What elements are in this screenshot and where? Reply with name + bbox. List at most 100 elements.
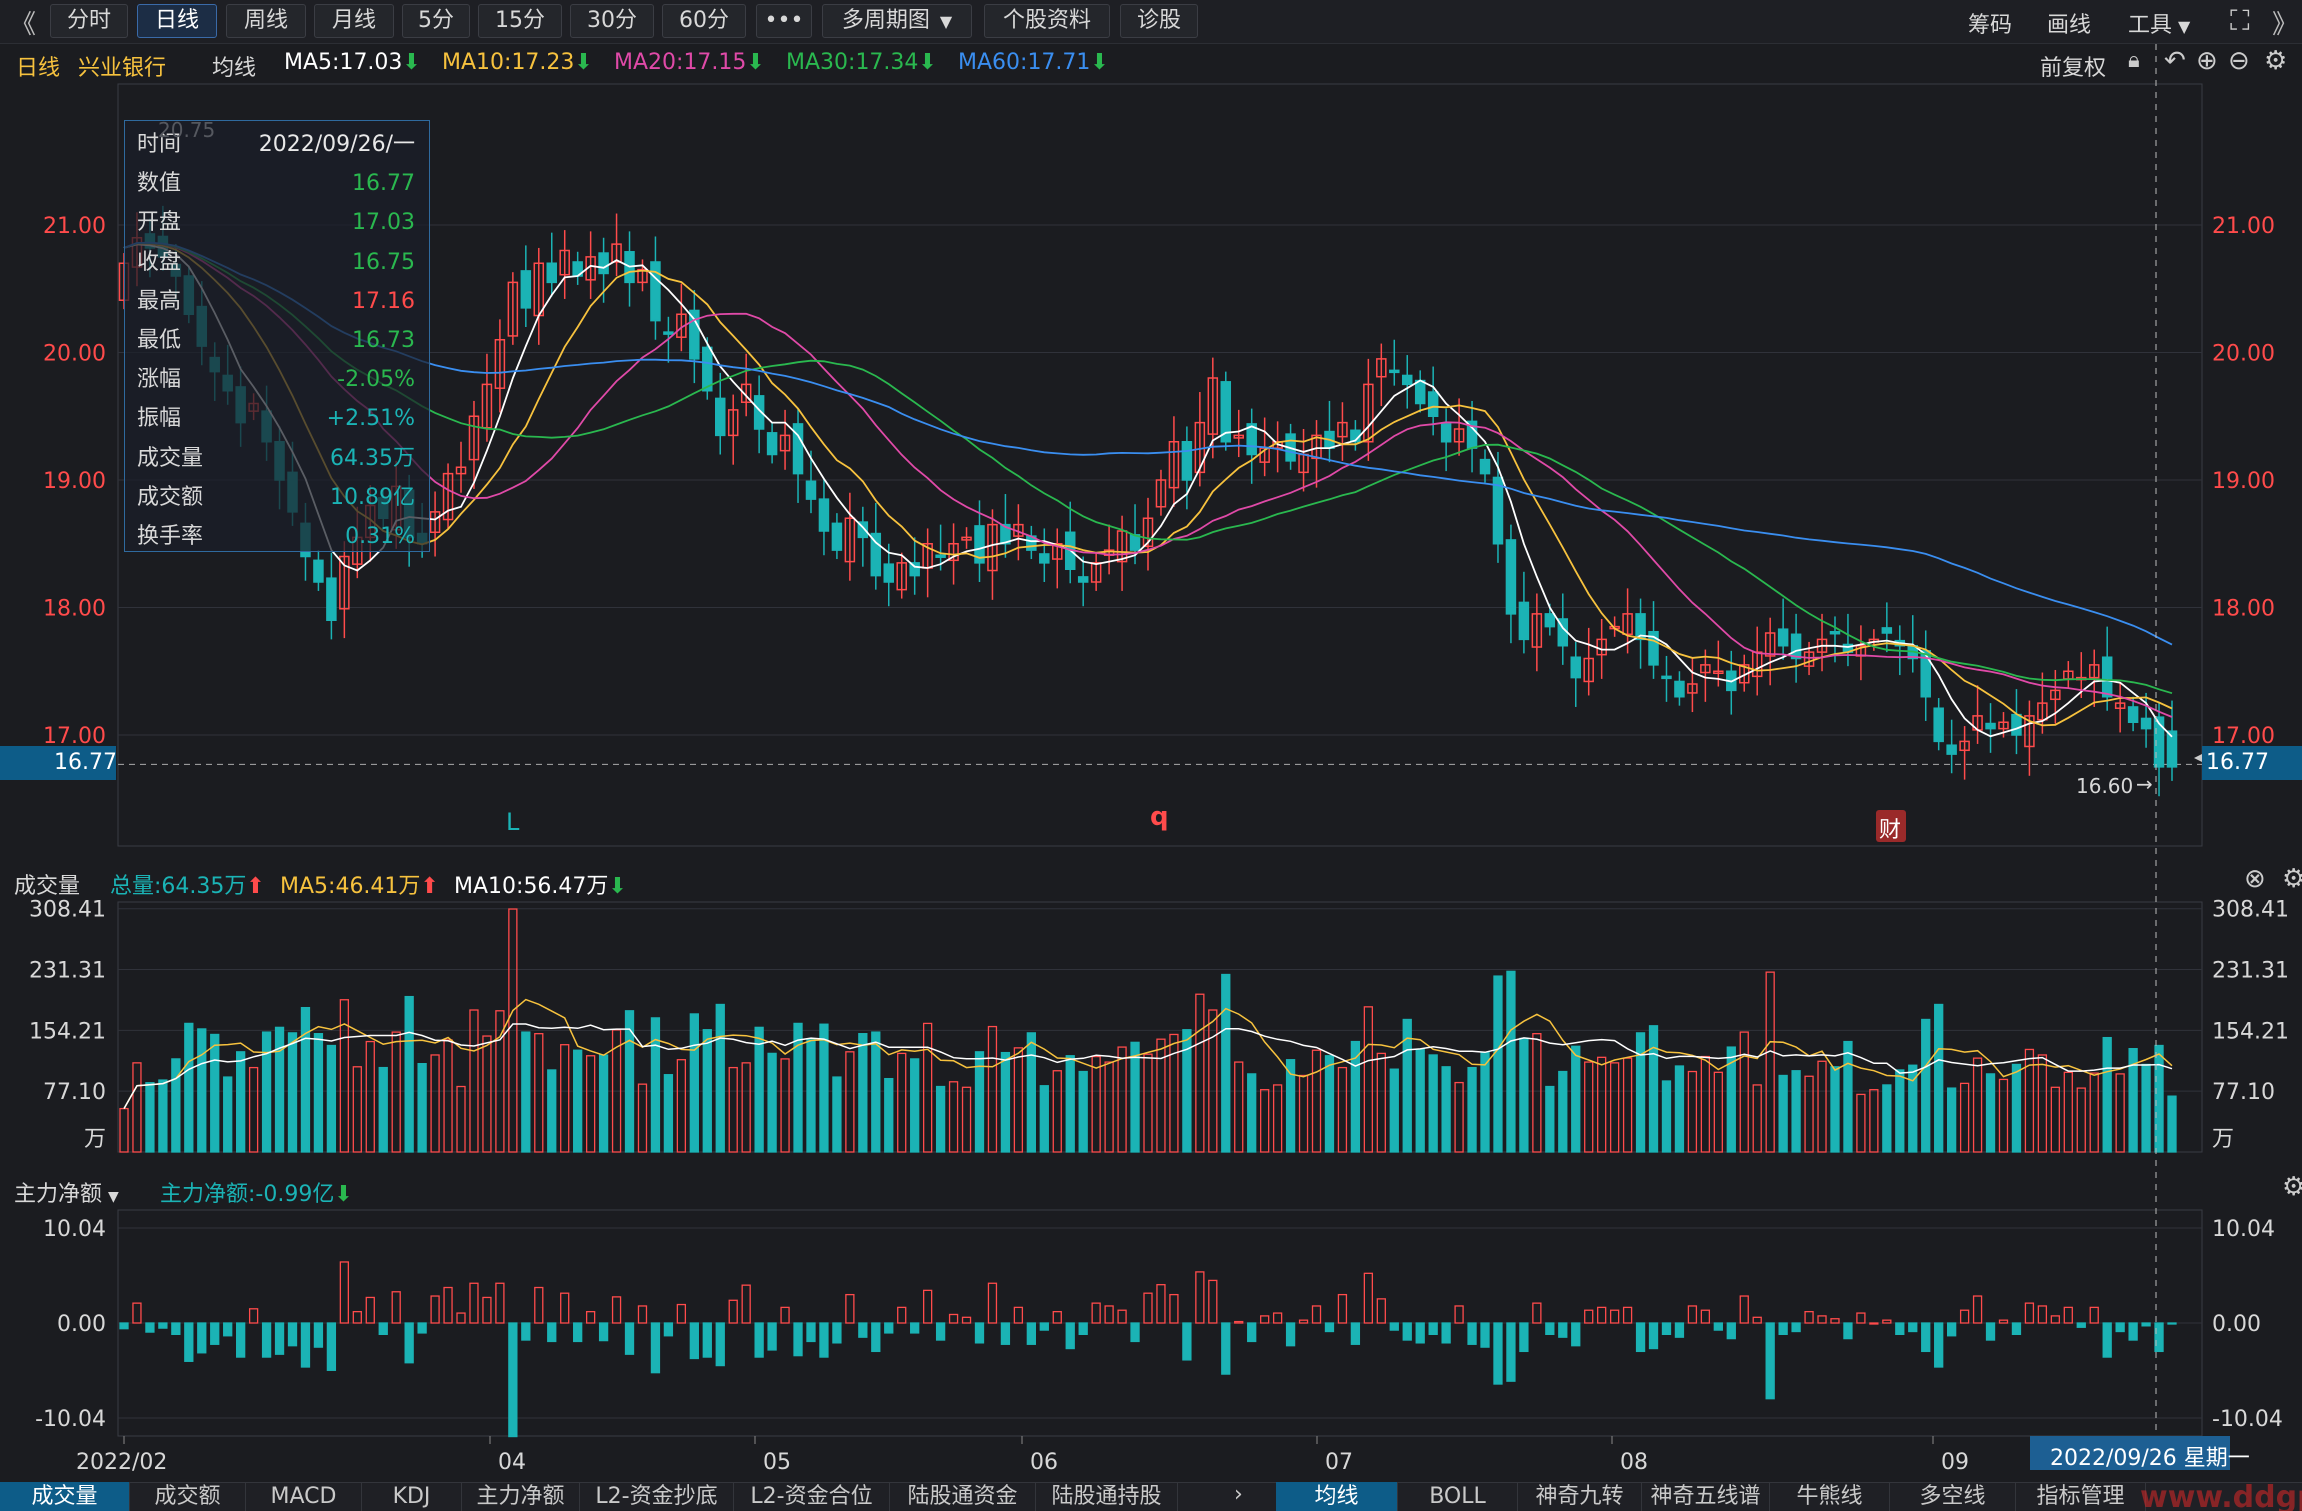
flow-bar	[197, 1322, 207, 1354]
settings-icon[interactable]: ⚙	[2264, 46, 2288, 76]
ma60-value: MA60:17.71⬇	[958, 50, 1109, 75]
diagnose-button[interactable]: 诊股	[1120, 4, 1198, 38]
flow-bar	[1441, 1322, 1451, 1344]
info-row: 成交量 64.35万	[137, 441, 419, 477]
restore-select[interactable]: 前复权	[2040, 56, 2107, 81]
volume-settings-icon[interactable]: ⚙	[2282, 864, 2302, 894]
multi-period-button[interactable]: 多周期图 ▼	[822, 4, 972, 38]
price-tick-left: 17.00	[43, 724, 106, 749]
info-value: 16.77	[352, 171, 415, 197]
flow-bar	[573, 1322, 583, 1343]
volume-bar	[1635, 1032, 1646, 1153]
indicator-tab[interactable]: L2-资金抄底	[580, 1482, 734, 1511]
volume-bar	[1013, 1047, 1024, 1153]
volume-bar	[1441, 1066, 1451, 1153]
flow-bar	[1428, 1322, 1438, 1336]
info-label: 数值	[137, 171, 182, 197]
info-value: 2022/09/26/一	[258, 132, 415, 157]
volume-bar	[1519, 1037, 1529, 1153]
candle-body	[546, 262, 557, 284]
flow-bar	[2167, 1322, 2177, 1325]
tab-15min[interactable]: 15分	[478, 4, 562, 38]
low-price-mark: 16.60	[2076, 774, 2134, 798]
volume-bar	[728, 1066, 738, 1153]
flow-bar	[1752, 1316, 1762, 1324]
flow-bar	[443, 1286, 453, 1324]
flow-bar	[754, 1322, 764, 1358]
candle-body	[1998, 721, 2009, 730]
indicator-tab[interactable]: 成交量	[0, 1482, 130, 1511]
price-tick-right: 18.00	[2212, 597, 2275, 622]
tab-weekly[interactable]: 周线	[226, 4, 306, 38]
info-label: 振幅	[137, 406, 182, 432]
volume-bar	[1493, 975, 1503, 1153]
overlay-tab[interactable]: 牛熊线	[1770, 1482, 1890, 1511]
indicator-tab[interactable]: 主力净额	[462, 1482, 580, 1511]
indicator-tab[interactable]: 陆股通资金	[890, 1482, 1036, 1511]
volume-bar	[819, 1023, 829, 1153]
price-tick-right: 20.00	[2212, 342, 2275, 367]
flow-bar	[287, 1322, 298, 1347]
zoom-in-icon[interactable]: ⊕	[2196, 46, 2218, 76]
tab-intraday[interactable]: 分时	[50, 4, 128, 38]
fullscreen-icon[interactable]: ⛶	[2230, 4, 2250, 37]
flow-bar	[1609, 1309, 1620, 1324]
tab-daily[interactable]: 日线	[137, 4, 217, 38]
candle-body	[1648, 630, 1659, 666]
finance-marker[interactable]	[1876, 810, 1906, 842]
flow-settings-icon[interactable]: ⚙	[2282, 1172, 2302, 1202]
close-volume-icon[interactable]: ⊗	[2244, 864, 2266, 894]
info-row: 换手率 0.31%	[137, 519, 419, 555]
flow-bar	[1272, 1312, 1283, 1324]
tab-5min[interactable]: 5分	[402, 4, 470, 38]
expand-right-icon[interactable]: 》	[2272, 10, 2299, 40]
indicator-tab[interactable]: 陆股通持股	[1036, 1482, 1178, 1511]
stock-profile-button[interactable]: 个股资料	[984, 4, 1110, 38]
more-button[interactable]: •••	[756, 4, 812, 38]
indicator-tab[interactable]: 成交额	[130, 1482, 246, 1511]
indicator-tab[interactable]: MACD	[246, 1482, 362, 1511]
volume-title[interactable]: 成交量	[14, 874, 81, 899]
flow-bar	[819, 1322, 829, 1358]
candle-body	[1803, 651, 1815, 667]
volume-bar	[1467, 1066, 1477, 1153]
candle-body	[1414, 379, 1426, 405]
marker-l: L	[506, 808, 520, 836]
volume-bar	[508, 908, 518, 1153]
indicator-tab[interactable]: L2-资金合位	[734, 1482, 890, 1511]
flow-title[interactable]: 主力净额 ▼	[14, 1176, 119, 1208]
tab-30min[interactable]: 30分	[570, 4, 654, 38]
overlay-tab[interactable]: 神奇九转	[1518, 1482, 1642, 1511]
info-row: 时间 2022/09/26/一	[137, 127, 419, 163]
volume-bar	[611, 1029, 622, 1153]
tabs-scroll-icon[interactable]: ›	[1234, 1482, 1243, 1507]
volume-bar	[1104, 1061, 1114, 1153]
overlay-tab[interactable]: 多空线	[1890, 1482, 2016, 1511]
overlay-tab[interactable]: 指标管理	[2016, 1482, 2146, 1511]
indicator-tab[interactable]: KDJ	[362, 1482, 462, 1511]
volume-bar	[1415, 1048, 1425, 1153]
flow-bar	[1739, 1295, 1749, 1324]
flow-bar	[1895, 1322, 1905, 1336]
flow-bar	[1000, 1322, 1011, 1345]
zoom-out-icon[interactable]: ⊖	[2228, 46, 2250, 76]
candle-body	[883, 563, 895, 583]
chips-button[interactable]: 筹码	[1968, 13, 2013, 38]
overlay-tab[interactable]: 神奇五线谱	[1642, 1482, 1770, 1511]
overlay-tab[interactable]: BOLL	[1398, 1482, 1518, 1511]
draw-line-button[interactable]: 画线	[2047, 13, 2092, 38]
volume-bar	[1674, 1065, 1685, 1153]
tab-monthly[interactable]: 月线	[314, 4, 394, 38]
volume-bar	[2050, 1086, 2060, 1153]
flow-bar	[897, 1306, 907, 1324]
x-label: 08	[1620, 1450, 1648, 1475]
ma-label[interactable]: 均线	[212, 56, 257, 81]
undo-icon[interactable]: ↶	[2164, 46, 2186, 76]
candle-body	[1531, 613, 1543, 648]
overlay-tab[interactable]: 均线	[1276, 1482, 1398, 1511]
collapse-left-icon[interactable]: 《	[10, 10, 37, 40]
tools-button[interactable]: 工具 ▼	[2128, 7, 2190, 39]
lock-icon[interactable]: 🔒︎	[2128, 48, 2140, 73]
tab-60min[interactable]: 60分	[662, 4, 746, 38]
candle-body	[2153, 716, 2165, 768]
